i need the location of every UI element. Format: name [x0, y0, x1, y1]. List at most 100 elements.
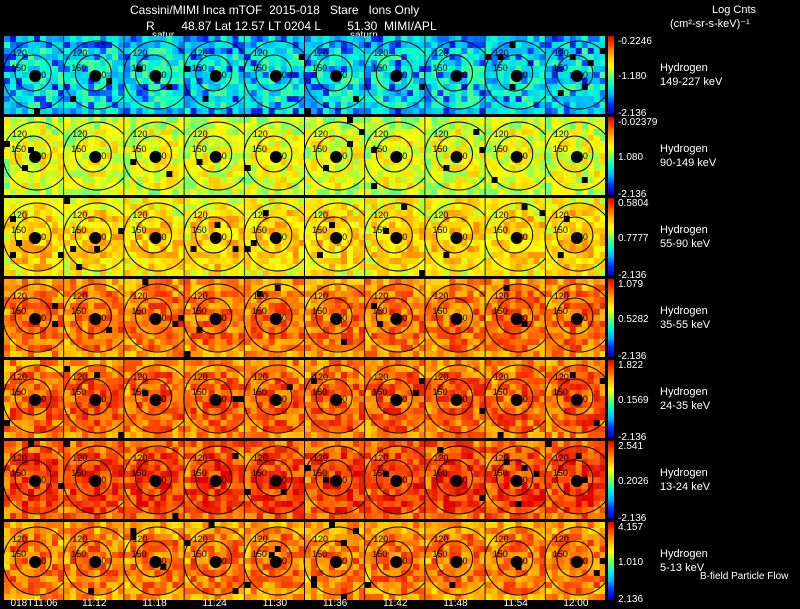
pitch-angle-image: 120 150 180	[484, 36, 554, 114]
ring-label: 150	[71, 63, 86, 73]
ring-label: 180	[31, 70, 46, 80]
ring-label: 180	[573, 313, 588, 323]
time-tick-label: 11:54	[504, 598, 529, 609]
colorbar-min-label: -2.136	[618, 513, 647, 524]
colorbar-units-label: Log Cnts	[712, 4, 757, 16]
pitch-angle-image: 120 150 180	[303, 441, 373, 519]
pitch-angle-image: 120 150 180	[183, 36, 253, 114]
ring-label: 150	[372, 549, 387, 559]
pitch-angle-image: 120 150 180	[544, 117, 614, 195]
ring-label: 180	[513, 70, 528, 80]
ring-label: 120	[494, 291, 509, 301]
pitch-angle-image: 120 150 180	[303, 360, 373, 438]
ring-label: 120	[494, 48, 509, 58]
ring-label: 120	[554, 48, 569, 58]
ring-label: 150	[493, 468, 508, 478]
ring-label: 120	[72, 129, 87, 139]
ring-label: 180	[332, 70, 347, 80]
ring-label: 120	[72, 210, 87, 220]
colorbar	[608, 36, 614, 114]
pitch-angle-image: 120 150 180	[544, 360, 614, 438]
ring-label: 120	[12, 210, 27, 220]
ring-label: 120	[313, 372, 328, 382]
ring-label: 120	[554, 129, 569, 139]
colorbar-min-label: -2.136	[618, 189, 647, 200]
ring-label: 150	[11, 225, 26, 235]
pitch-angle-image: 120 150 180	[363, 522, 433, 600]
ring-label: 150	[132, 387, 147, 397]
pitch-angle-image: 120 150 180	[544, 522, 614, 600]
ring-label: 120	[494, 453, 509, 463]
ring-label: 150	[71, 549, 86, 559]
ring-label: 120	[12, 453, 27, 463]
ring-label: 120	[494, 210, 509, 220]
pitch-angle-image: 120 150 180	[243, 117, 313, 195]
ring-label: 120	[12, 534, 27, 544]
ring-label: 180	[392, 70, 407, 80]
ring-label: 120	[253, 129, 268, 139]
ring-label: 120	[373, 534, 388, 544]
pitch-angle-image: 120 150 180	[544, 36, 614, 114]
saturn-marker-label-2: saturn	[350, 30, 378, 41]
colorbar-mid-label: 1.080	[618, 152, 643, 163]
energy-label: 149-227 keV	[660, 76, 723, 88]
ring-label: 120	[253, 534, 268, 544]
pitch-angle-image: 120 150 180	[2, 36, 72, 114]
ring-label: 120	[193, 129, 208, 139]
ring-label: 180	[332, 232, 347, 242]
ring-label: 180	[152, 556, 167, 566]
ring-label: 150	[252, 387, 267, 397]
pitch-angle-image: 120 150 180	[303, 117, 373, 195]
ring-label: 150	[11, 387, 26, 397]
ring-label: 150	[312, 387, 327, 397]
ring-label: 150	[192, 306, 207, 316]
ring-label: 150	[433, 549, 448, 559]
colorbar-mid-label: 0.5282	[618, 314, 649, 325]
pitch-angle-image: 120 150 180	[424, 198, 494, 276]
time-tick-label: 11:42	[383, 598, 408, 609]
ring-label: 120	[554, 372, 569, 382]
ring-label: 150	[372, 387, 387, 397]
colorbar-min-label: -2.136	[618, 108, 647, 119]
ring-label: 150	[71, 468, 86, 478]
ring-label: 180	[453, 475, 468, 485]
colorbar-min-label: 2.136	[618, 594, 643, 605]
pitch-angle-image: 120 150 180	[123, 36, 193, 114]
ring-label: 120	[373, 210, 388, 220]
ring-label: 180	[392, 232, 407, 242]
pitch-angle-image: 120 150 180	[363, 279, 433, 357]
ring-label: 180	[272, 232, 287, 242]
pitch-angle-image: 120 150 180	[243, 441, 313, 519]
ring-label: 180	[453, 151, 468, 161]
ring-label: 180	[513, 475, 528, 485]
ring-label: 150	[433, 144, 448, 154]
ring-label: 120	[433, 534, 448, 544]
ring-label: 150	[132, 468, 147, 478]
colorbar	[608, 522, 614, 600]
energy-label: 24-35 keV	[660, 400, 711, 412]
footnote: B-field Particle Flow	[700, 571, 789, 582]
ring-label: 150	[11, 144, 26, 154]
ring-label: 180	[513, 394, 528, 404]
ring-label: 180	[152, 313, 167, 323]
pitch-angle-image: 120 150 180	[544, 441, 614, 519]
ring-label: 150	[71, 306, 86, 316]
ring-label: 120	[132, 534, 147, 544]
ring-label: 120	[373, 453, 388, 463]
ring-label: 150	[11, 306, 26, 316]
ring-label: 150	[132, 549, 147, 559]
ring-label: 120	[554, 534, 569, 544]
species-label: Hydrogen	[660, 224, 708, 236]
pitch-angle-image: 120 150 180	[544, 198, 614, 276]
ring-label: 120	[433, 48, 448, 58]
ring-label: 150	[553, 549, 568, 559]
ring-label: 180	[91, 70, 106, 80]
pitch-angle-image: 120 150 180	[243, 360, 313, 438]
pitch-angle-image: 120 150 180	[424, 279, 494, 357]
ring-label: 120	[193, 372, 208, 382]
ring-label: 180	[332, 475, 347, 485]
pitch-angle-image: 120 150 180	[363, 441, 433, 519]
pitch-angle-image: 120 150 180	[123, 117, 193, 195]
pitch-angle-image: 120 150 180	[544, 279, 614, 357]
colorbar	[608, 198, 614, 276]
